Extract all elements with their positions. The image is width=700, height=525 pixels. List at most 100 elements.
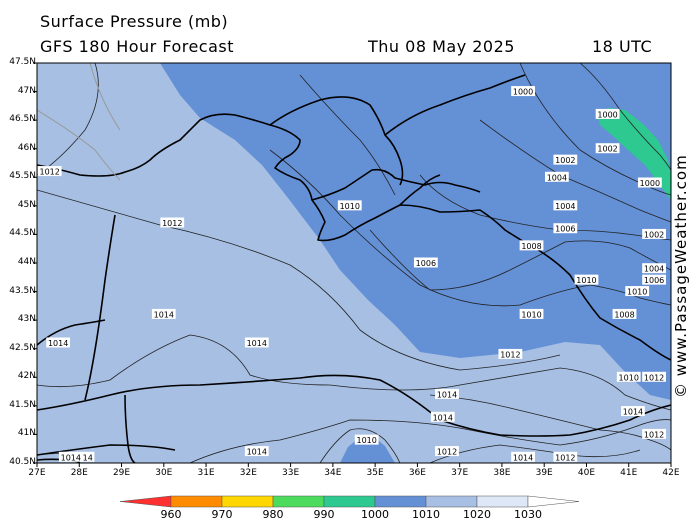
isobar-label: 1012 — [553, 451, 578, 462]
svg-text:1010: 1010 — [576, 276, 596, 285]
svg-text:1002: 1002 — [597, 145, 617, 154]
lon-label: 37E — [451, 468, 469, 478]
lat-label: 46N — [17, 142, 36, 153]
isobar-label: 1000 — [511, 86, 535, 97]
lon-label: 31E — [197, 468, 215, 478]
isobar-label: 1002 — [553, 154, 578, 165]
isobar-label: 1014 — [244, 337, 269, 348]
lat-label: 45.5N — [9, 171, 36, 182]
isobar-label: 1006 — [413, 257, 438, 268]
lat-label: 41.5N — [9, 399, 36, 410]
lon-label: 33E — [282, 468, 300, 478]
svg-text:1008: 1008 — [521, 242, 541, 251]
isobar-label: 1014 — [58, 451, 83, 462]
svg-text:1000: 1000 — [513, 88, 533, 97]
isobar-label: 1012 — [160, 217, 185, 228]
isobar-label: 1002 — [642, 228, 666, 239]
scale-label: 1020 — [463, 508, 491, 521]
svg-text:1004: 1004 — [547, 173, 567, 182]
lat-label: 46.5N — [9, 114, 36, 125]
lon-label: 34E — [324, 468, 342, 478]
isobar-label: 1006 — [642, 274, 666, 285]
svg-text:1012: 1012 — [162, 219, 182, 228]
lon-label: 32E — [239, 468, 257, 478]
lon-label: 29E — [112, 468, 131, 478]
lat-label: 44N — [17, 257, 36, 267]
isobar-label: 1014 — [430, 411, 455, 422]
svg-text:1006: 1006 — [416, 259, 436, 268]
forecast-date: Thu 08 May 2025 — [368, 37, 515, 56]
svg-text:1010: 1010 — [619, 373, 639, 382]
svg-text:1010: 1010 — [521, 310, 541, 319]
isobar-label: 1014 — [151, 308, 176, 319]
isobar-label: 1014 — [511, 451, 535, 462]
map-title: Surface Pressure (mb) — [40, 12, 229, 31]
isobar-label: 1012 — [498, 348, 523, 359]
lat-label: 40.5N — [9, 457, 36, 467]
lat-label: 42N — [17, 371, 36, 382]
svg-text:1014: 1014 — [247, 448, 267, 457]
isobar-label: 1002 — [595, 143, 620, 154]
svg-text:1002: 1002 — [644, 230, 664, 239]
pressure-colorscale — [119, 495, 580, 508]
isobar-label: 1010 — [574, 274, 599, 285]
svg-text:14: 14 — [83, 453, 93, 462]
svg-text:1014: 1014 — [247, 339, 267, 348]
svg-text:1008: 1008 — [614, 310, 634, 319]
scale-segment — [170, 495, 223, 508]
lon-label: 35E — [366, 468, 384, 478]
svg-text:1004: 1004 — [555, 202, 575, 211]
svg-text:1014: 1014 — [437, 390, 457, 399]
scale-label: 1000 — [361, 508, 389, 521]
isobar-label: 1012 — [435, 446, 459, 457]
pressure-zone-1000-1010-south — [340, 436, 395, 463]
lon-label: 38E — [493, 468, 511, 478]
lon-label: 41E — [620, 468, 638, 478]
isobar-label: 1004 — [553, 200, 578, 211]
lon-label: 42E — [662, 468, 680, 478]
isobar-label: 1008 — [612, 308, 637, 319]
isobar-label: 1000 — [595, 108, 620, 119]
svg-text:1006: 1006 — [555, 225, 575, 234]
scale-label: 1030 — [514, 508, 542, 521]
inland-borders — [37, 63, 121, 181]
lon-label: 30E — [155, 468, 173, 478]
scale-segment — [119, 495, 172, 508]
lat-label: 41N — [17, 428, 36, 439]
scale-label: 1010 — [412, 508, 440, 521]
lat-label: 43.5N — [9, 285, 36, 296]
svg-text:1002: 1002 — [555, 156, 575, 165]
lat-label: 42.5N — [9, 342, 36, 353]
lat-label: 43N — [17, 314, 36, 325]
isobar-label: 1014 — [435, 388, 459, 399]
svg-text:1012: 1012 — [644, 373, 664, 382]
isobar-label: 1010 — [354, 434, 379, 445]
svg-text:1000: 1000 — [597, 110, 617, 119]
scale-label: 970 — [211, 508, 233, 521]
scale-segment — [323, 495, 376, 508]
lat-label: 47.5N — [9, 57, 36, 67]
svg-text:1010: 1010 — [627, 288, 647, 297]
svg-text:1012: 1012 — [644, 430, 664, 439]
svg-text:1012: 1012 — [40, 168, 60, 177]
isobar-lines — [37, 63, 671, 463]
scale-segment — [527, 495, 580, 508]
isobar-label: 1010 — [616, 371, 641, 382]
scale-segment — [374, 495, 427, 508]
svg-text:1004: 1004 — [644, 265, 664, 274]
svg-text:1014: 1014 — [433, 413, 453, 422]
scale-label: 960 — [160, 508, 182, 521]
isobar-label: 1012 — [642, 371, 666, 382]
forecast-time: 18 UTC — [592, 37, 653, 56]
isobar-label: 1004 — [642, 263, 666, 274]
isobar-label: 1012 — [642, 428, 666, 439]
lat-label: 44.5N — [9, 228, 36, 239]
isobar-label: 1014 — [244, 446, 269, 457]
svg-text:1012: 1012 — [437, 448, 457, 457]
svg-text:1010: 1010 — [357, 436, 377, 445]
svg-text:1014: 1014 — [48, 339, 68, 348]
svg-text:1014: 1014 — [513, 453, 533, 462]
axis-ticks — [33, 62, 672, 467]
svg-text:1014: 1014 — [623, 408, 643, 417]
